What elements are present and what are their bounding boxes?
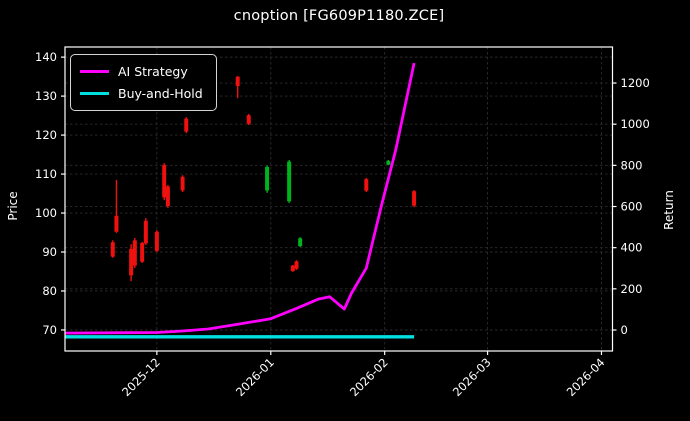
price-tick-label: 120: [35, 128, 57, 142]
candle-body: [184, 118, 189, 132]
candle-body: [129, 248, 134, 276]
candle-body: [235, 76, 240, 86]
price-axis-label: Price: [6, 191, 20, 221]
legend-item-ai-strategy: AI Strategy: [80, 60, 210, 82]
return-tick-label: 1000: [621, 117, 650, 131]
candle-body: [386, 160, 391, 165]
chart-title: cnoption [FG609P1180.ZCE]: [233, 8, 445, 24]
legend-label-buy-and-hold: Buy-and-Hold: [118, 85, 203, 101]
return-tick-label: 200: [621, 282, 643, 296]
candle-body: [294, 261, 299, 269]
candle-body: [162, 165, 167, 198]
legend-label-ai-strategy: AI Strategy: [118, 63, 188, 79]
candle-body: [180, 176, 185, 191]
candle-body: [364, 179, 369, 191]
candle-body: [132, 240, 137, 266]
buy-and-hold-line-swatch: [80, 91, 109, 95]
price-tick-label: 140: [35, 50, 57, 64]
return-tick-label: 1200: [621, 76, 650, 90]
legend-item-buy-and-hold: Buy-and-Hold: [80, 82, 210, 104]
price-tick-label: 100: [35, 206, 57, 220]
return-axis-label: Return: [662, 190, 676, 230]
return-tick-label: 800: [621, 158, 643, 172]
return-tick-label: 400: [621, 241, 643, 255]
candle-body: [154, 231, 159, 251]
candle-body: [298, 238, 303, 247]
price-tick-label: 110: [35, 167, 57, 181]
price-tick-label: 70: [42, 323, 57, 337]
candle-body: [110, 242, 115, 257]
price-tick-label: 80: [42, 284, 57, 298]
candle-body: [290, 265, 295, 272]
candle-body: [246, 115, 251, 124]
candle-body: [265, 167, 270, 191]
price-tick-label: 130: [35, 89, 57, 103]
return-tick-label: 0: [621, 323, 628, 337]
price-tick-label: 90: [42, 245, 57, 259]
candle-body: [140, 243, 145, 262]
candle-body: [287, 161, 292, 202]
candle-body: [165, 186, 170, 207]
legend: AI Strategy Buy-and-Hold: [70, 54, 217, 111]
ai-strategy-line: [64, 62, 416, 335]
return-tick-label: 600: [621, 200, 643, 214]
candle-body: [412, 191, 417, 206]
ai-strategy-line-swatch: [80, 69, 109, 73]
candle-body: [143, 220, 148, 244]
plot-border: [64, 46, 614, 352]
candle-body: [114, 215, 119, 232]
